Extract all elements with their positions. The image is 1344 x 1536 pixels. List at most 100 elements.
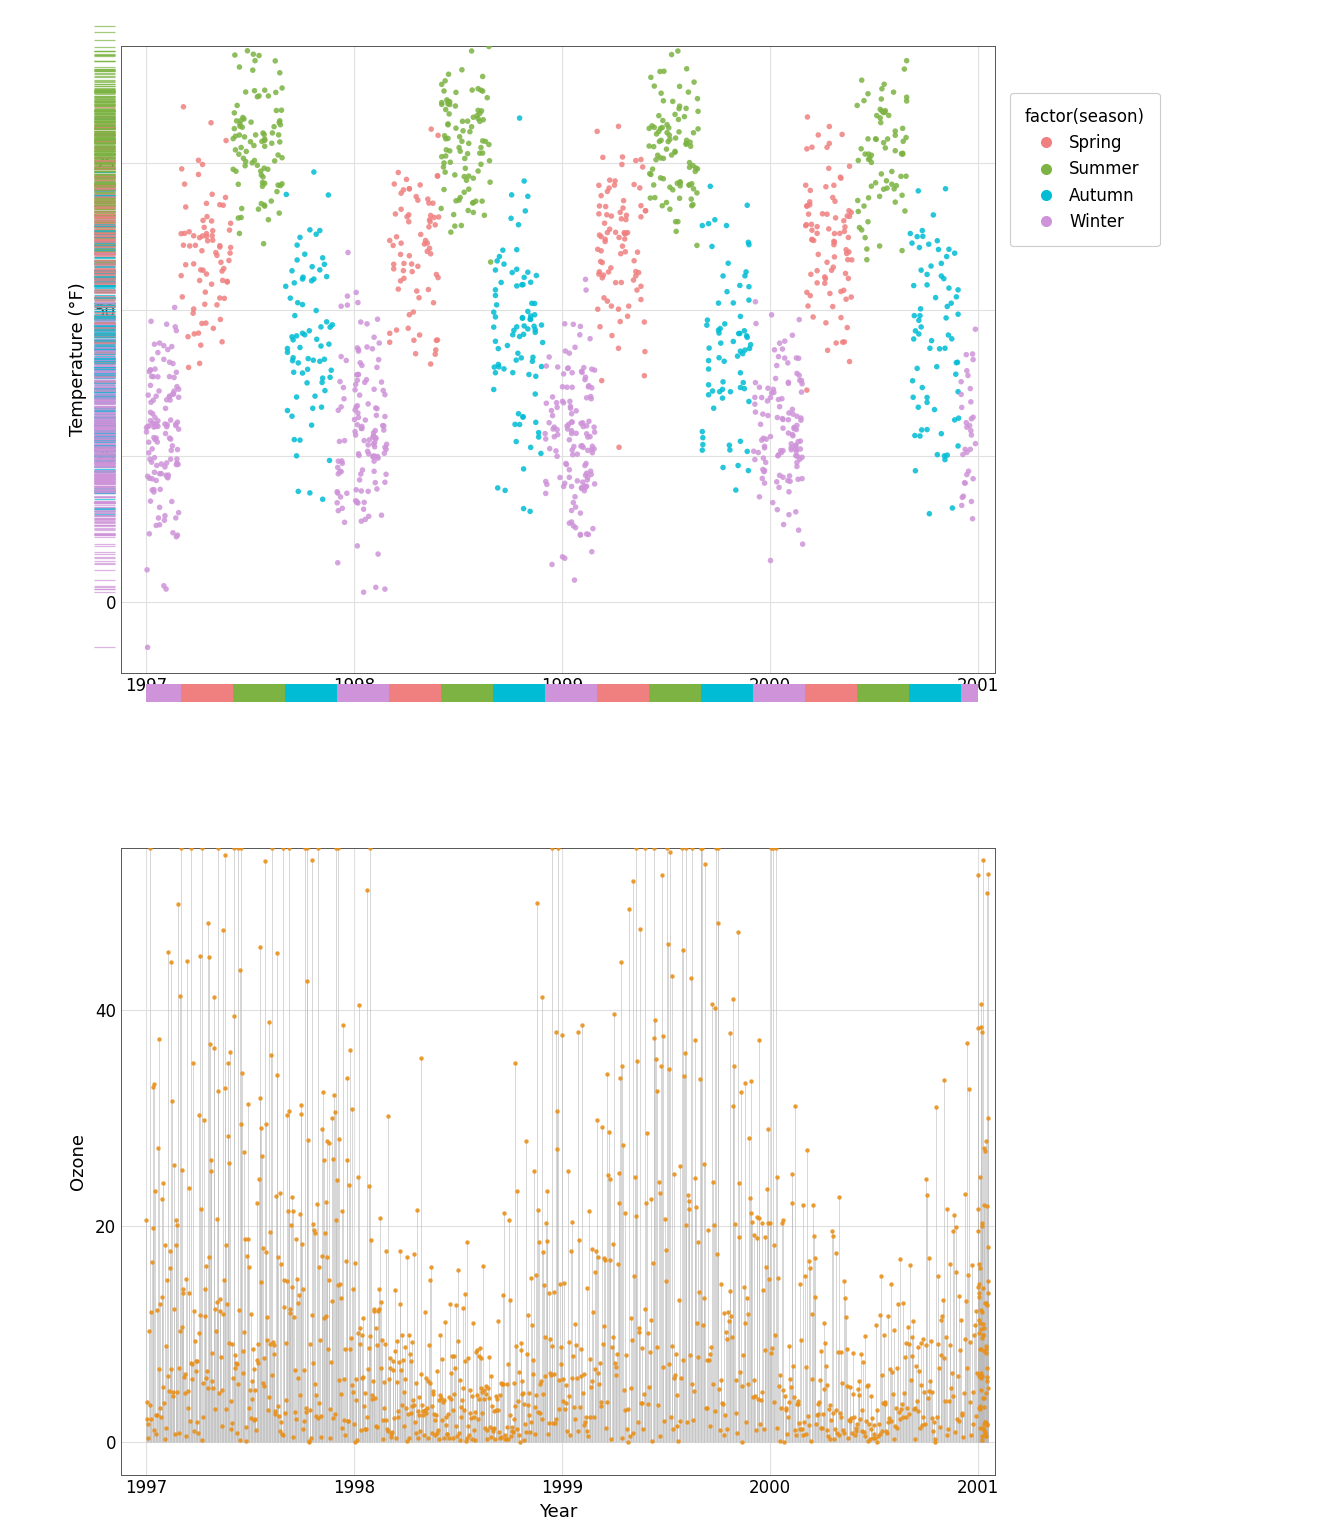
Point [536,1229,558,1253]
Point [547,395,569,419]
Point [265,1402,286,1427]
Point [206,240,227,264]
Point [665,209,687,233]
Point [445,1415,466,1439]
Point [781,438,802,462]
Point [351,1366,372,1390]
Point [801,218,823,243]
Point [405,341,426,366]
Point [818,114,840,138]
Point [164,366,185,390]
Point [609,200,630,224]
Point [351,415,372,439]
Point [224,1356,246,1381]
Point [668,1287,689,1312]
Point [142,389,164,413]
Point [224,124,246,149]
Point [188,321,210,346]
Point [482,1416,504,1441]
Point [177,324,199,349]
Point [860,174,882,198]
Point [208,836,230,860]
Point [469,141,491,166]
Point [586,120,607,144]
Point [335,1336,356,1361]
Point [698,373,719,398]
Point [688,1279,710,1304]
Point [724,478,746,502]
Point [847,1376,868,1401]
Point [937,1197,958,1221]
Point [969,1396,991,1421]
Point [270,98,292,123]
Point [699,1342,720,1367]
Point [552,390,574,415]
Point [563,513,585,538]
Point [730,1359,751,1384]
Point [452,129,473,154]
Point [153,333,175,358]
Point [594,1246,616,1270]
Point [816,175,837,200]
Point [622,267,644,292]
Point [266,0,288,6]
Point [579,384,601,409]
Point [563,490,585,515]
Point [306,1192,328,1217]
Point [547,836,569,860]
Point [573,355,594,379]
Point [292,264,313,289]
Point [520,1410,542,1435]
Point [649,129,671,154]
Point [433,1390,454,1415]
Point [652,108,673,132]
Point [922,203,943,227]
Point [438,1385,460,1410]
Point [749,1206,770,1230]
Point [934,447,956,472]
Point [179,233,200,258]
Point [738,389,759,413]
Point [466,103,488,127]
Point [732,370,754,395]
Point [626,1204,648,1229]
Point [327,455,348,479]
Point [828,1422,849,1447]
Point [560,510,582,535]
Point [347,335,368,359]
Point [935,1324,957,1349]
Point [872,100,894,124]
Point [165,413,187,438]
Point [269,109,290,134]
Point [140,390,161,415]
Point [345,395,367,419]
Point [281,258,302,283]
Point [719,1278,741,1303]
Point [630,273,652,298]
Point [419,209,441,233]
Point [599,255,621,280]
Point [470,98,492,123]
Point [863,1422,884,1447]
Point [974,1336,996,1361]
Point [896,84,918,109]
Point [286,444,308,468]
Point [780,1367,801,1392]
Point [769,330,790,355]
Point [957,362,978,387]
Point [956,462,977,487]
Point [730,429,751,453]
Point [371,1290,392,1315]
Point [937,442,958,467]
Point [581,539,602,564]
Point [606,1342,628,1367]
Point [910,296,931,321]
Point [737,1303,758,1327]
Point [151,461,172,485]
Point [602,1232,624,1256]
Point [250,1086,271,1111]
Point [470,1379,492,1404]
Point [581,356,602,381]
Point [757,389,778,413]
Point [601,1427,622,1452]
